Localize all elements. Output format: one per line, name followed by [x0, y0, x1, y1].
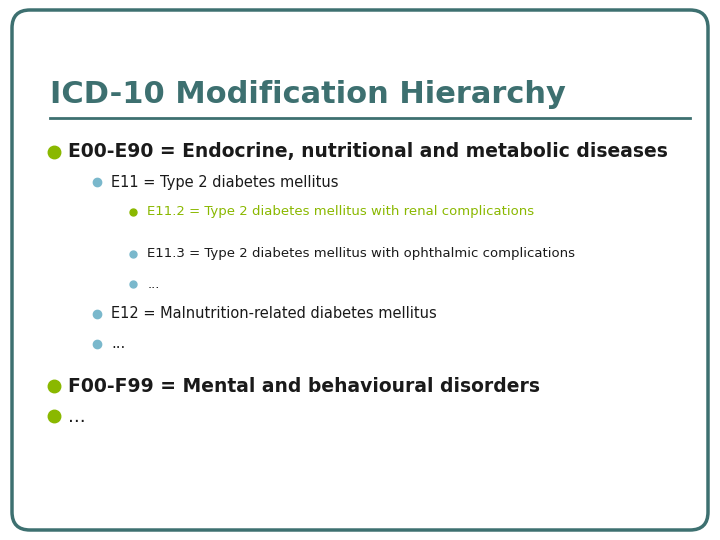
FancyBboxPatch shape — [12, 10, 708, 530]
Text: ICD-10 Modification Hierarchy: ICD-10 Modification Hierarchy — [50, 80, 566, 109]
Text: E12 = Malnutrition-related diabetes mellitus: E12 = Malnutrition-related diabetes mell… — [111, 307, 437, 321]
Text: E00-E90 = Endocrine, nutritional and metabolic diseases: E00-E90 = Endocrine, nutritional and met… — [68, 143, 668, 161]
Text: E11 = Type 2 diabetes mellitus: E11 = Type 2 diabetes mellitus — [111, 174, 338, 190]
Text: ...: ... — [111, 336, 125, 352]
Text: E11.3 = Type 2 diabetes mellitus with ophthalmic complications: E11.3 = Type 2 diabetes mellitus with op… — [147, 247, 575, 260]
Text: E11.2 = Type 2 diabetes mellitus with renal complications: E11.2 = Type 2 diabetes mellitus with re… — [147, 206, 534, 219]
Text: F00-F99 = Mental and behavioural disorders: F00-F99 = Mental and behavioural disorde… — [68, 376, 540, 395]
Text: ...: ... — [68, 407, 86, 426]
Text: ...: ... — [147, 278, 160, 291]
